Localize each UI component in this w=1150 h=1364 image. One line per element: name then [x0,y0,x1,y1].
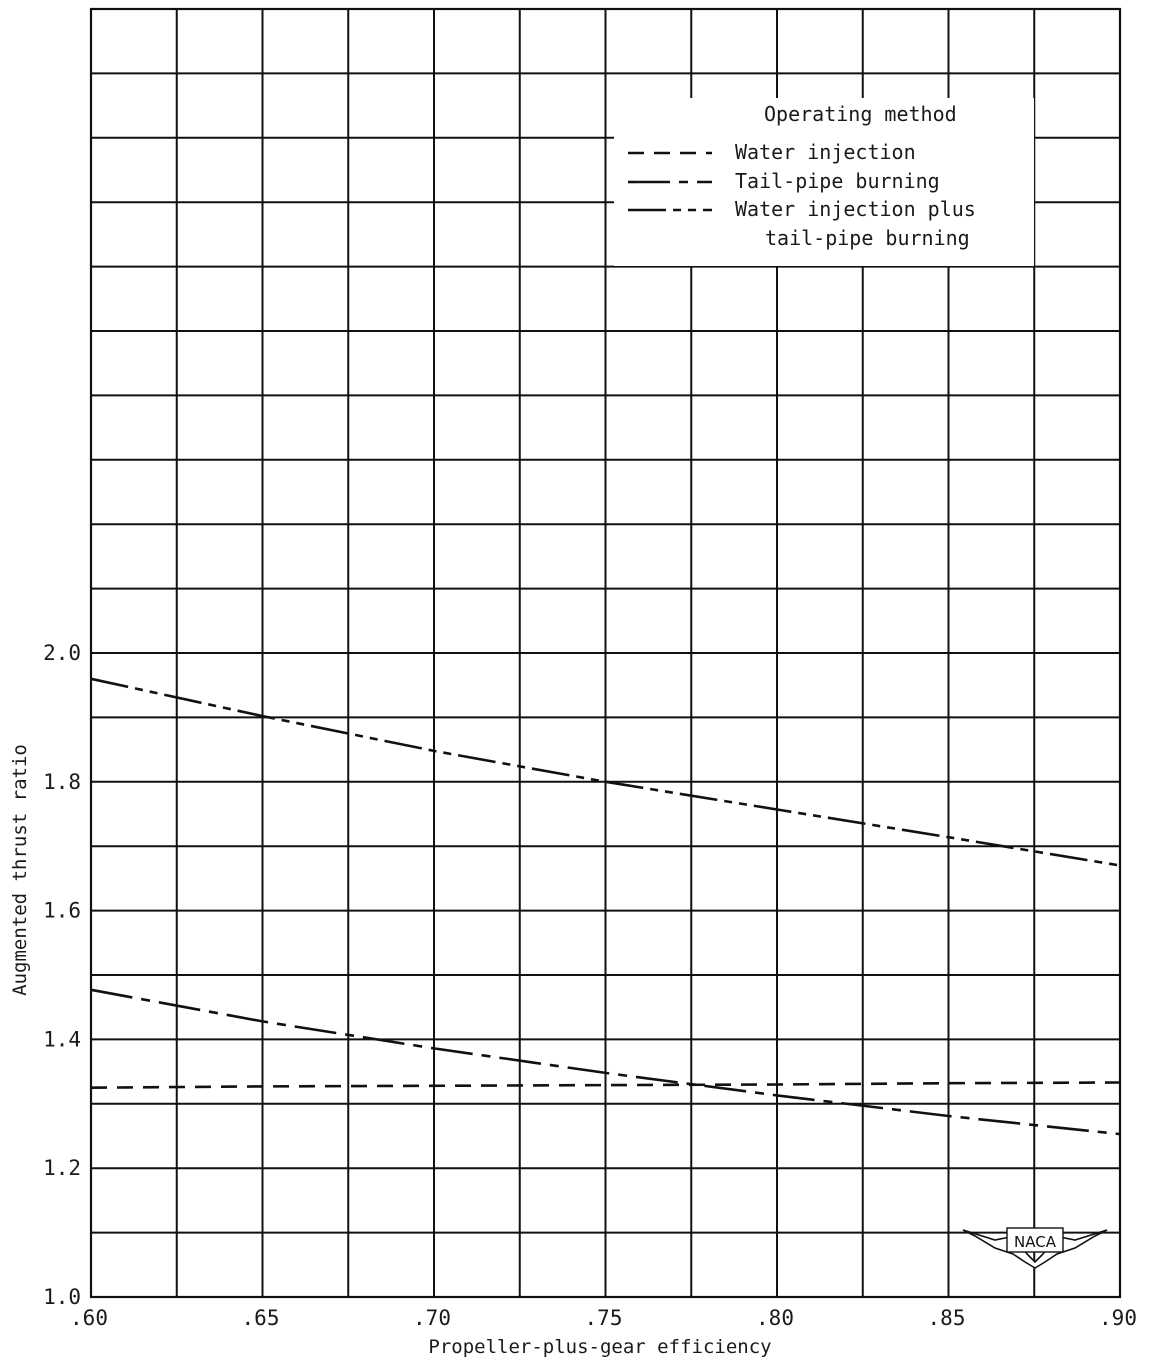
x-tick-labels: .60 .65 .70 .75 .80 .85 .90 [70,1306,1137,1330]
x-axis-label: Propeller-plus-gear efficiency [428,1336,771,1358]
x-tick-label: .70 [413,1306,451,1330]
naca-wordmark-box [1006,1227,1064,1253]
series-lines [90,677,1121,1136]
series-line-short [90,1081,1121,1089]
legend-label: Water injection plus [735,197,976,221]
y-axis-label: Augmented thrust ratio [9,744,31,996]
x-tick-label: .65 [242,1306,280,1330]
legend-title: Operating method [764,102,957,126]
y-tick-label: 1.2 [43,1156,81,1180]
x-tick-label: .80 [756,1306,794,1330]
legend-entries: Water injection Tail-pipe burning Water in… [628,140,976,250]
series-line-long-short-short [90,677,1121,867]
naca-wing-icon [962,1229,1108,1269]
legend: Operating method Water injection Tail-pip… [614,98,1034,266]
y-tick-label: 1.0 [43,1285,81,1309]
y-tick-label: 1.4 [43,1027,81,1051]
legend-label: Water injection [735,140,916,164]
naca-wordmark: NACA [1014,1233,1057,1251]
y-tick-label: 1.8 [43,770,81,794]
x-tick-label: .60 [70,1306,108,1330]
legend-label: tail-pipe burning [765,226,970,250]
x-tick-label: .90 [1099,1306,1137,1330]
plot-frame [89,7,1122,1299]
series-line-long-short [90,988,1121,1136]
y-tick-labels: 1.0 1.2 1.4 1.6 1.8 2.0 [43,641,81,1309]
naca-logo: NACA [962,1227,1108,1269]
x-tick-label: .75 [585,1306,623,1330]
legend-label: Tail-pipe burning [735,169,940,193]
y-tick-label: 2.0 [43,641,81,665]
y-tick-label: 1.6 [43,899,81,923]
x-tick-label: .85 [928,1306,966,1330]
